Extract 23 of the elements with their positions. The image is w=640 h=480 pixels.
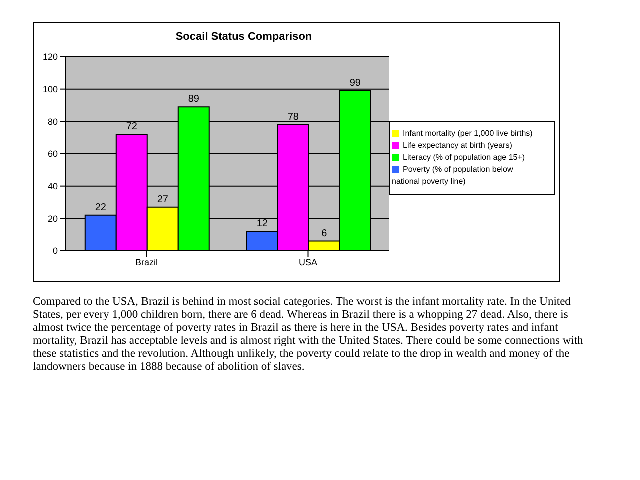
legend-label: Life expectancy at birth (years) xyxy=(403,141,512,150)
text: Compared to the USA, Brazil is behind in most social categories. The worst is the infant mortality rate. In the United States, per every 1,000 children born, there are 6 dead. Whereas in Brazil there is a whopping 27 dead. Also, there is almost twice the percentage of poverty rates in Brazil as there is here in the USA. Besides poverty rates and infant mortality, Brazil has acceptable levels and is almost right with the United States. There could be some connections with these statistics and the revolution. Although unlikely, the poverty could relate to the drop in wealth and money of the landowners because in 1888 because of abolition of slaves. xyxy=(33,296,584,374)
y-tick-label: 60 xyxy=(48,149,58,160)
data-label: 89 xyxy=(188,94,200,106)
x-tick-label: USA xyxy=(298,257,318,268)
y-tick-label: 40 xyxy=(48,182,58,192)
y-tick-label: 0 xyxy=(52,246,58,256)
legend-label: Poverty (% of population below national poverty line) xyxy=(392,165,514,186)
data-label: 99 xyxy=(350,78,362,89)
legend-label: Infant mortality (per 1,000 live births) xyxy=(403,129,533,138)
y-tick-label: 100 xyxy=(42,84,58,95)
y-tick-label: 80 xyxy=(48,116,58,127)
chart-title: Socail Status Comparison xyxy=(174,30,314,43)
data-label: 72 xyxy=(126,122,138,133)
x-tick-label: Brazil xyxy=(135,257,158,268)
data-label: 78 xyxy=(288,112,300,123)
legend-label: Literacy (% of population age 15+) xyxy=(403,153,526,162)
data-label: 6 xyxy=(322,228,328,240)
y-tick-label: 120 xyxy=(42,52,58,62)
y-tick-label: 20 xyxy=(48,214,58,224)
data-label: 12 xyxy=(256,218,268,230)
data-label: 22 xyxy=(95,202,107,214)
data-label: 27 xyxy=(157,194,169,206)
